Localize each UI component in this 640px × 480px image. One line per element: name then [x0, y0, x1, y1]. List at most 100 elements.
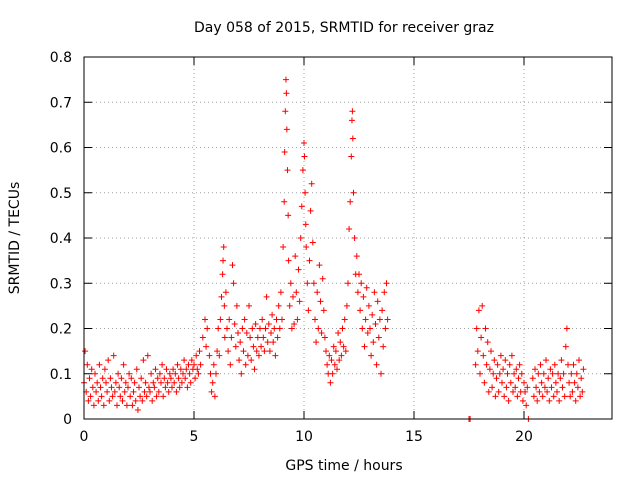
data-point [215, 325, 222, 332]
data-point [316, 262, 323, 269]
data-point [362, 316, 369, 323]
data-point [292, 253, 299, 260]
data-point [93, 388, 100, 395]
data-point [162, 384, 169, 391]
data-point [492, 393, 499, 400]
x-tick-label: 15 [405, 429, 423, 445]
data-point [145, 384, 152, 391]
data-point [514, 393, 521, 400]
chart-title: Day 058 of 2015, SRMTID for receiver gra… [194, 20, 494, 36]
data-point [315, 325, 322, 332]
data-point [360, 293, 367, 300]
data-point [522, 388, 529, 395]
data-point [565, 361, 571, 368]
data-point [173, 388, 180, 395]
data-point [335, 330, 342, 337]
data-point [153, 393, 160, 400]
data-point [86, 375, 93, 382]
data-point [127, 393, 134, 400]
data-point [222, 289, 229, 296]
data-point [350, 189, 357, 196]
data-point [257, 325, 263, 332]
data-point [579, 388, 586, 395]
data-point [266, 348, 273, 355]
data-point [293, 289, 300, 296]
data-point [495, 388, 502, 395]
data-point [384, 316, 391, 323]
data-point [324, 361, 331, 368]
data-point [117, 393, 124, 400]
y-tick-label: 0.5 [50, 186, 72, 202]
data-point [151, 384, 158, 391]
data-point [304, 280, 311, 287]
data-point [239, 325, 246, 332]
data-point [214, 348, 221, 355]
data-point [374, 298, 381, 305]
data-point [307, 207, 314, 214]
data-point [188, 357, 195, 364]
data-point [317, 298, 324, 305]
data-point [485, 388, 492, 395]
data-point [237, 339, 244, 346]
data-point [118, 375, 125, 382]
data-point [479, 302, 486, 309]
y-tick-label: 0.6 [50, 141, 72, 157]
data-point [488, 348, 494, 355]
data-point [136, 384, 142, 391]
data-point [371, 289, 378, 296]
data-point [244, 352, 251, 359]
data-point [272, 352, 279, 359]
data-point [94, 379, 101, 386]
data-point [249, 325, 256, 332]
y-tick-label: 0.4 [50, 231, 72, 247]
data-point [180, 370, 186, 377]
data-point [125, 384, 131, 391]
data-point [243, 330, 250, 337]
data-point [529, 375, 536, 382]
x-tick-label: 20 [515, 429, 533, 445]
data-point [343, 302, 350, 309]
data-point [161, 375, 168, 382]
data-point [211, 393, 218, 400]
data-point [291, 320, 298, 327]
data-point [242, 361, 249, 368]
data-point [213, 370, 219, 377]
data-point [348, 117, 355, 124]
grid-lines [84, 57, 612, 419]
data-point [99, 375, 106, 382]
data-point [103, 379, 109, 386]
data-point [236, 357, 243, 364]
data-point [370, 339, 377, 346]
data-point [284, 167, 291, 174]
data-point [502, 357, 509, 364]
data-point [253, 348, 260, 355]
data-point [96, 361, 103, 368]
data-point [313, 339, 320, 346]
data-point [548, 384, 555, 391]
data-point [472, 361, 479, 368]
data-point [361, 343, 368, 350]
data-point [312, 316, 318, 323]
data-point [166, 370, 173, 377]
data-point [321, 334, 328, 341]
data-point [554, 388, 560, 395]
data-point [294, 316, 301, 323]
x-axis-label: GPS time / hours [285, 458, 402, 474]
data-point [206, 352, 213, 359]
data-point [340, 343, 347, 350]
data-point [156, 370, 163, 377]
data-point [301, 153, 308, 160]
data-point [320, 307, 327, 314]
data-point [172, 370, 179, 377]
data-point [357, 307, 364, 314]
data-point [175, 375, 182, 382]
data-point [119, 397, 126, 404]
data-point [88, 366, 95, 373]
data-point [511, 370, 518, 377]
data-point [359, 325, 366, 332]
data-point [252, 320, 259, 327]
data-point [538, 379, 545, 386]
data-point [141, 388, 148, 395]
data-point [328, 357, 335, 364]
